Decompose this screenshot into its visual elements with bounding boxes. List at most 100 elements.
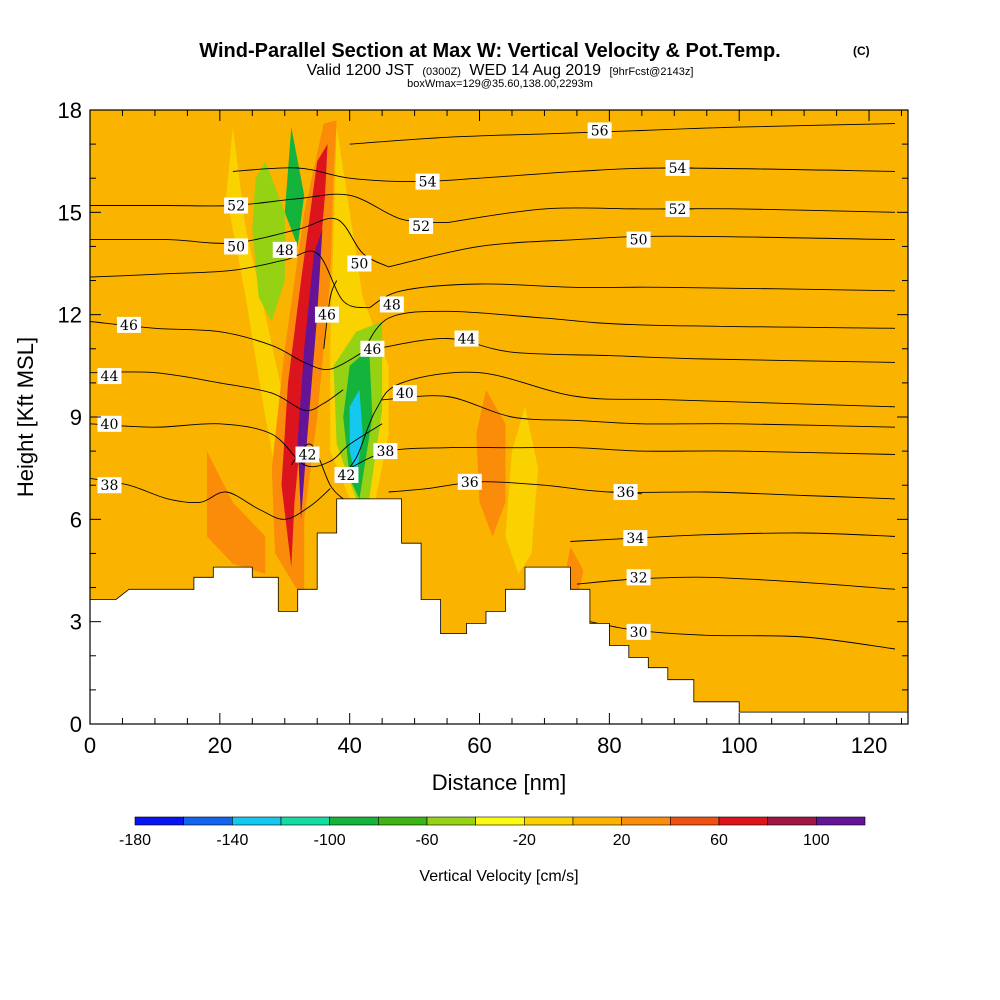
y-tick-label: 15: [58, 200, 82, 225]
valid-zulu: (0300Z): [422, 66, 461, 78]
contour-label-text: 32: [630, 570, 648, 586]
copyright-mark: (C): [853, 44, 870, 58]
colorbar-swatch: [232, 816, 282, 826]
colorbar-tick-label: -140: [216, 832, 248, 849]
x-tick-label: 0: [84, 733, 96, 758]
chart-title: Wind-Parallel Section at Max W: Vertical…: [199, 40, 780, 62]
contour-label-text: 42: [299, 448, 317, 464]
colorbar-tick-label: -20: [513, 832, 536, 849]
theta-contour-46: [323, 280, 338, 349]
contour-label-36: 36: [457, 473, 482, 491]
theta-contour-52: [447, 207, 896, 224]
contour-label-text: 48: [276, 243, 294, 259]
contour-label-50: 50: [224, 238, 249, 255]
contour-label-54: 54: [665, 159, 690, 177]
w-region-2: [284, 127, 305, 247]
y-tick-label: 0: [70, 712, 82, 737]
theta-contour-50: [388, 235, 896, 268]
y-tick-label: 18: [58, 98, 82, 123]
x-tick-label: 60: [467, 733, 491, 758]
contour-label-54: 54: [415, 173, 440, 191]
colorbar-swatch: [378, 816, 428, 826]
contour-label-text: 30: [630, 625, 648, 641]
x-tick-label: 100: [721, 733, 758, 758]
contour-label-text: 44: [458, 332, 476, 348]
contour-label-text: 50: [227, 239, 245, 255]
w-region-11: [476, 389, 506, 537]
theta-contour-46: [362, 310, 896, 353]
contour-label-50: 50: [347, 255, 372, 273]
colorbar-swatch: [670, 816, 720, 826]
contour-label-34: 34: [623, 530, 648, 547]
theta-contour-34: [570, 532, 896, 542]
contour-label-42: 42: [295, 446, 320, 464]
colorbar-swatch: [329, 816, 379, 826]
contour-label-text: 42: [338, 468, 356, 484]
contour-label-text: 48: [383, 297, 401, 313]
contour-label-text: 52: [412, 219, 430, 235]
contour-label-text: 54: [419, 175, 437, 191]
colorbar-swatch: [183, 816, 233, 826]
potential-temperature-contours: [90, 123, 896, 650]
contour-label-text: 50: [351, 257, 369, 273]
contour-label-text: 46: [318, 308, 336, 324]
contour-label-text: 50: [630, 233, 648, 249]
contour-label-text: 40: [396, 386, 414, 402]
terrain-profile: [90, 498, 908, 724]
colorbar-swatch: [475, 816, 525, 826]
colorbar-swatch: [572, 816, 622, 826]
colorbar-swatch: [426, 816, 476, 826]
theta-contour-36: [388, 481, 896, 500]
contour-label-52: 52: [224, 197, 249, 215]
theta-contour-40: [382, 395, 896, 428]
y-tick-label: 9: [70, 405, 82, 430]
contour-label-text: 52: [227, 199, 245, 215]
contour-label-text: 36: [461, 475, 479, 491]
box-info: boxWmax=129@35.60,138.00,2293m: [407, 78, 593, 90]
colorbar-tick-label: 100: [803, 832, 830, 849]
contour-label-52: 52: [665, 200, 690, 218]
theta-contour-48: [90, 250, 370, 309]
contour-label-text: 56: [591, 123, 609, 139]
terrain-mask: [90, 498, 908, 724]
valid-date: WED 14 Aug 2019: [469, 62, 601, 79]
colorbar: -180 -140 -100 -60 -20 20 60 100: [119, 816, 866, 849]
x-axis: 0 20 40 60 80 100 120: [84, 110, 903, 758]
contour-label-38: 38: [97, 477, 122, 494]
x-tick-label: 80: [597, 733, 621, 758]
contour-label-46: 46: [360, 340, 385, 358]
contour-label-text: 54: [669, 161, 687, 177]
theta-contour-46: [90, 321, 363, 371]
contour-label-48: 48: [379, 296, 404, 313]
theta-contour-40: [90, 423, 383, 468]
contour-label-40: 40: [97, 415, 122, 433]
contour-label-36: 36: [613, 484, 638, 501]
theta-contour-48: [368, 283, 896, 309]
theta-contour-44: [90, 371, 344, 411]
contour-label-text: 46: [120, 318, 138, 334]
colorbar-tick-label: -180: [119, 832, 151, 849]
colorbar-swatch: [280, 816, 330, 826]
theta-contour-30: [589, 621, 896, 650]
contour-label-38: 38: [373, 443, 398, 460]
colorbar-label: Vertical Velocity [cm/s]: [419, 868, 578, 885]
contour-label-46: 46: [116, 316, 141, 334]
w-region-10: [308, 246, 320, 366]
colorbar-tick-label: -100: [314, 832, 346, 849]
theta-contour-50: [90, 217, 389, 268]
x-tick-label: 40: [337, 733, 361, 758]
theta-contour-38: [349, 446, 896, 469]
colorbar-swatch: [134, 816, 184, 826]
contour-label-text: 40: [101, 417, 119, 433]
w-region-13: [206, 451, 266, 574]
y-tick-label: 3: [70, 610, 82, 635]
forecast-info: [9hrFcst@2143z]: [609, 66, 693, 78]
theta-contour-54: [232, 167, 896, 183]
contour-label-text: 46: [363, 342, 381, 358]
x-tick-label: 120: [851, 733, 888, 758]
theta-contour-44: [375, 338, 896, 363]
contour-label-42: 42: [334, 466, 359, 484]
w-region-12: [505, 406, 538, 574]
